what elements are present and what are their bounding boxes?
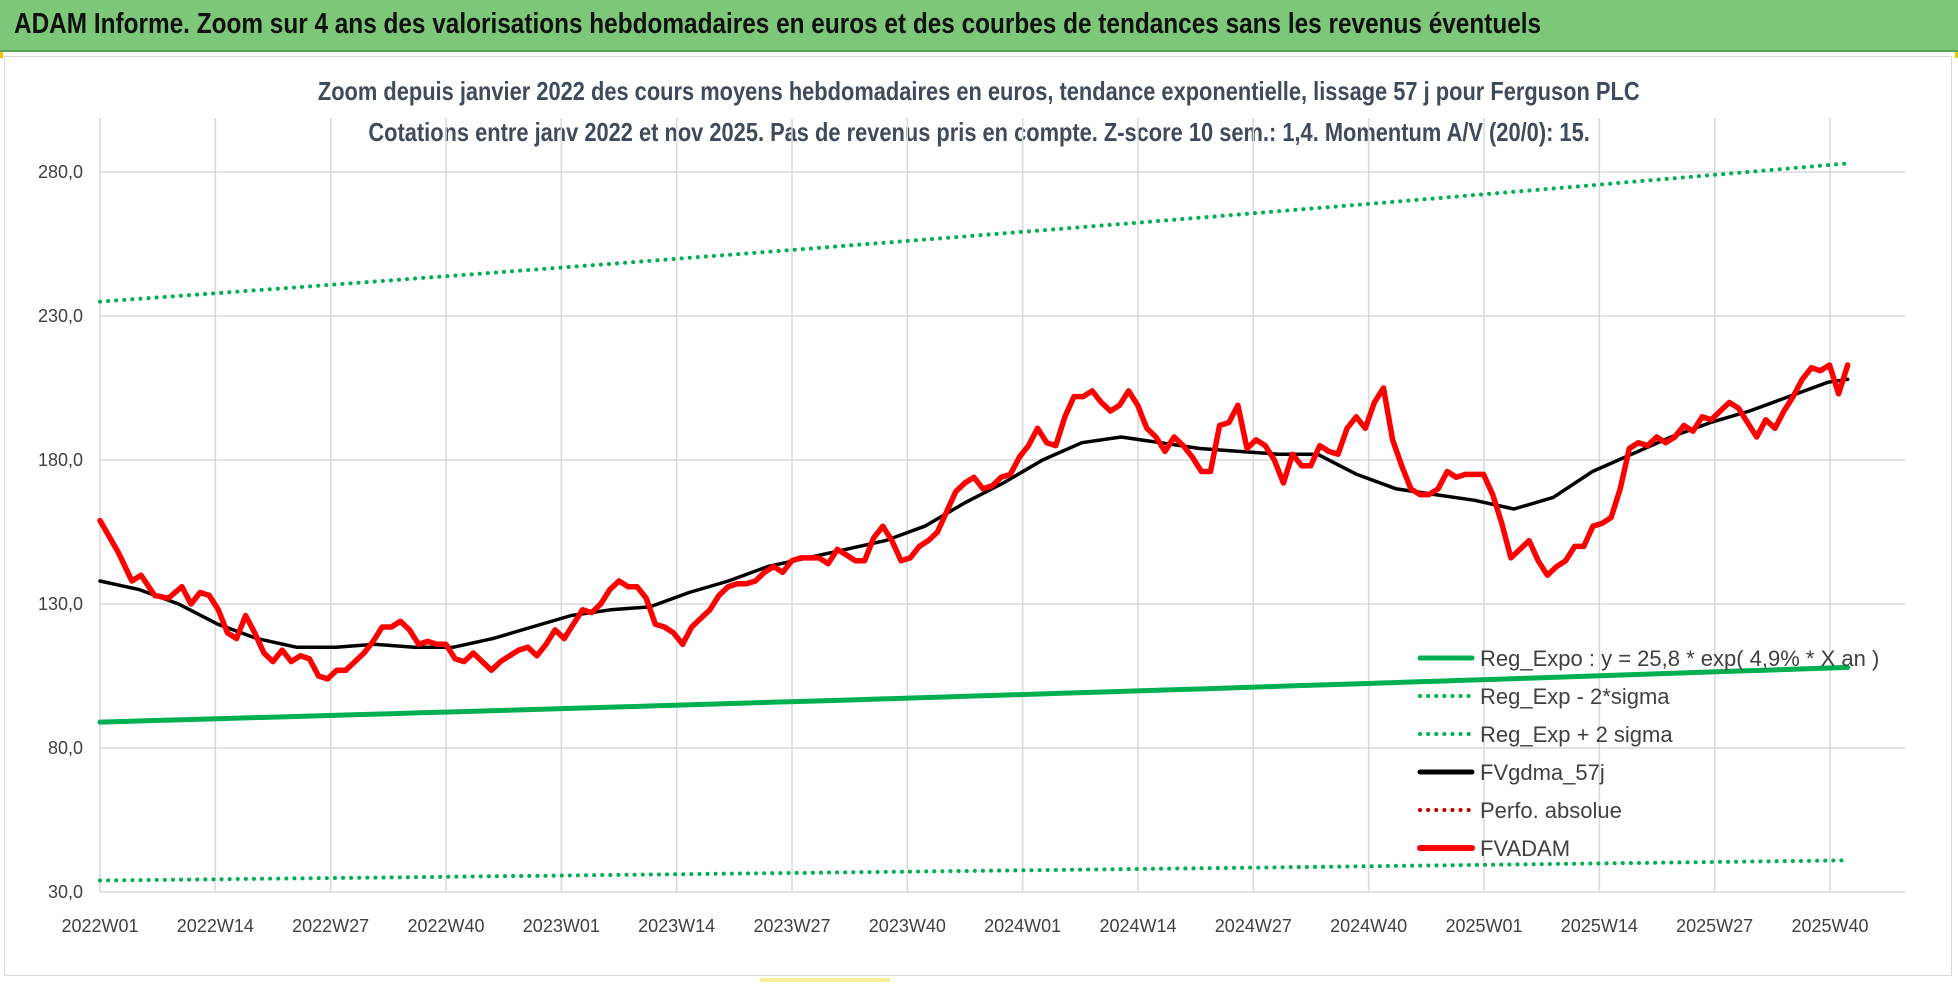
x-axis-ticks: 2022W01 2022W14 2022W27 2022W40 2023W01 2023W… bbox=[61, 916, 1868, 936]
chart-frame bbox=[4, 56, 1952, 976]
y-tick-label: 30,0 bbox=[48, 882, 83, 902]
y-tick-label: 80,0 bbox=[48, 738, 83, 758]
legend-label: Reg_Exp - 2*sigma bbox=[1480, 684, 1670, 709]
x-tick-label: 2025W01 bbox=[1445, 916, 1522, 936]
chart-subtitle: Cotations entre janv 2022 et nov 2025. P… bbox=[368, 117, 1590, 147]
series-reg-expo bbox=[97, 664, 1851, 725]
x-tick-label: 2022W14 bbox=[177, 916, 254, 936]
series-fvgdma-57j bbox=[98, 377, 1850, 649]
x-tick-label: 2023W14 bbox=[638, 916, 715, 936]
x-tick-label: 2025W27 bbox=[1676, 916, 1753, 936]
grid-lines bbox=[99, 118, 1905, 893]
x-tick-label: 2025W40 bbox=[1791, 916, 1868, 936]
y-tick-label: 130,0 bbox=[38, 594, 83, 614]
chart-title: Zoom depuis janvier 2022 des cours moyen… bbox=[318, 76, 1640, 106]
series-fvadam bbox=[97, 362, 1851, 682]
legend-label: Perfo. absolue bbox=[1480, 798, 1622, 823]
x-tick-label: 2023W27 bbox=[753, 916, 830, 936]
x-tick-label: 2024W01 bbox=[984, 916, 1061, 936]
series-reg-minus-2sigma bbox=[98, 858, 1850, 883]
legend-label: FVADAM bbox=[1480, 836, 1570, 861]
series-lines bbox=[97, 161, 1851, 883]
x-tick-label: 2024W40 bbox=[1330, 916, 1407, 936]
y-axis-ticks: 30,0 80,0 130,0 180,0 230,0 280,0 bbox=[38, 162, 83, 902]
y-tick-label: 280,0 bbox=[38, 162, 83, 182]
header-banner: ADAM Informe. Zoom sur 4 ans des valoris… bbox=[0, 0, 1958, 52]
x-tick-label: 2024W27 bbox=[1215, 916, 1292, 936]
series-reg-plus-2sigma bbox=[98, 161, 1850, 304]
edge-marker-left bbox=[0, 52, 3, 58]
x-tick-label: 2022W01 bbox=[61, 916, 138, 936]
selection-marker bbox=[760, 978, 890, 982]
legend: Reg_Expo : y = 25,8 * exp( 4,9% * X an )… bbox=[1417, 646, 1879, 861]
legend-label: Reg_Expo : y = 25,8 * exp( 4,9% * X an ) bbox=[1480, 646, 1879, 671]
x-tick-label: 2025W14 bbox=[1561, 916, 1638, 936]
edge-marker-right bbox=[1955, 52, 1958, 58]
x-tick-label: 2023W01 bbox=[523, 916, 600, 936]
x-tick-label: 2022W27 bbox=[292, 916, 369, 936]
x-tick-label: 2024W14 bbox=[1099, 916, 1176, 936]
legend-label: FVgdma_57j bbox=[1480, 760, 1605, 785]
y-tick-label: 180,0 bbox=[38, 450, 83, 470]
x-tick-label: 2023W40 bbox=[869, 916, 946, 936]
banner-title: ADAM Informe. Zoom sur 4 ans des valoris… bbox=[14, 8, 1542, 40]
y-tick-label: 230,0 bbox=[38, 306, 83, 326]
x-tick-label: 2022W40 bbox=[407, 916, 484, 936]
legend-label: Reg_Exp + 2 sigma bbox=[1480, 722, 1673, 747]
